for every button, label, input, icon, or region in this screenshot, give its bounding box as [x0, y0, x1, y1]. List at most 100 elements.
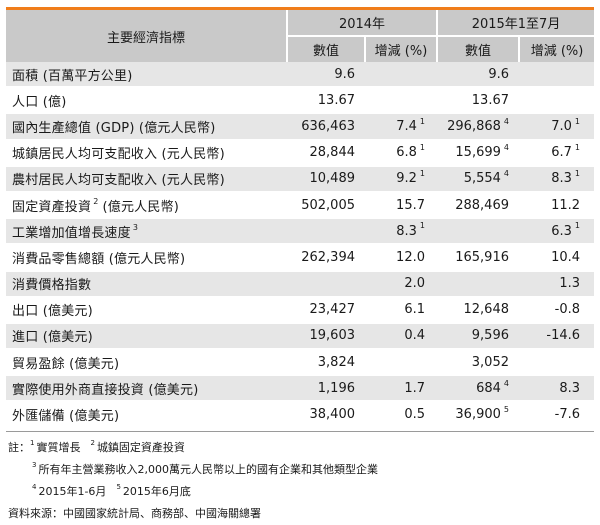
table-row: 國內生產總值 (GDP) (億元人民幣) 636,463 7.4 1 296,868 4 7… — [6, 113, 595, 141]
value-2014-cell-text: 13.67 — [317, 92, 355, 108]
change-2015-cell-text: 8.3 — [559, 380, 581, 396]
value-2015-cell-text: 684 — [476, 380, 501, 396]
table-row: 消費價格指數 2.0 1.3 — [6, 270, 595, 298]
indicator-cell-text: 工業增加值增長速度 — [12, 225, 131, 241]
change-2015-cell: 6.7 1 — [519, 139, 595, 167]
indicator-cell: 國內生產總值 (GDP) (億元人民幣) — [6, 113, 287, 141]
value-2014-cell: 38,400 — [287, 401, 365, 429]
table-row: 城鎮居民人均可支配收入 (元人民幣) 28,844 6.8 1 15,699 4 6.7 1 — [6, 139, 595, 167]
change-2015-cell — [519, 62, 595, 89]
indicator-cell-text: 出口 (億美元) — [12, 304, 93, 320]
value-2015-cell: 684 4 — [437, 375, 519, 403]
note-4-mark: 4 — [32, 483, 37, 492]
note-5-text: 2015年6月底 — [122, 485, 191, 498]
note-4-text: 2015年1-6月 — [38, 485, 107, 498]
change-2015-cell-text: 8.3 — [551, 171, 572, 187]
value-2015-cell-text: 13.67 — [471, 92, 509, 108]
change-2014-cell: 0.5 — [365, 401, 437, 429]
indicator-cell-text: 外匯儲備 (億美元) — [12, 409, 120, 425]
change-2015-cell-text: 10.4 — [551, 249, 581, 265]
indicator-cell-text: 消費價格指數 — [12, 278, 92, 294]
value-2015-cell: 15,699 4 — [437, 139, 519, 167]
indicator-cell: 固定資產投資 2 (億元人民幣) — [6, 191, 287, 220]
value-2015-cell: 36,900 5 — [437, 401, 519, 429]
value-2014-cell: 636,463 — [287, 113, 365, 141]
notes-line-2: 3 所有年主營業務收入2,000萬元人民幣以上的國有企業和其他類型企業 — [32, 461, 378, 477]
indicator-cell: 貿易盈餘 (億美元) — [6, 349, 287, 377]
value-2015-cell-text: 15,699 — [455, 145, 501, 161]
note-2-mark: 2 — [90, 439, 95, 448]
value-2015-cell-note-mark: 5 — [503, 404, 509, 414]
indicator-cell-text: 固定資產投資 — [12, 199, 92, 215]
indicator-cell: 消費品零售總額 (億元人民幣) — [6, 244, 287, 272]
change-2015-cell-note-mark: 1 — [574, 169, 581, 179]
indicator-cell: 外匯儲備 (億美元) — [6, 401, 287, 429]
notes-line-1: 註：1 實質增長 2 城鎮固定資產投資 — [8, 439, 185, 455]
header-row-periods: 主要經濟指標 2014年 2015年1至7月 — [6, 10, 595, 62]
note-2-text: 城鎮固定資產投資 — [96, 441, 185, 454]
notes-line-3: 4 2015年1-6月 5 2015年6月底 — [32, 483, 191, 499]
indicator-cell: 人口 (億) — [6, 87, 287, 115]
value-2015-cell-text: 9.6 — [488, 66, 509, 82]
value-2015-cell-text: 5,554 — [463, 171, 501, 187]
change-2015-cell — [519, 87, 595, 115]
change-2015-cell-text: -0.8 — [554, 302, 581, 318]
change-2014-cell-text: 8.3 — [396, 223, 417, 239]
change-2014-cell-note-mark: 1 — [419, 221, 425, 231]
change-2015-cell: 7.0 1 — [519, 113, 595, 141]
change-2014-cell-text: 0.4 — [404, 328, 425, 344]
change-2015-cell — [519, 349, 595, 377]
table-row: 外匯儲備 (億美元) 38,400 0.5 36,900 5 -7.6 — [6, 401, 595, 429]
value-2014-cell: 1,196 — [287, 375, 365, 403]
value-2014-cell: 19,603 — [287, 322, 365, 351]
value-2014-cell: 262,394 — [287, 244, 365, 272]
change-2014-cell: 8.3 1 — [365, 218, 437, 246]
value-2014-cell: 10,489 — [287, 165, 365, 193]
indicator-cell-text: 進口 (億美元) — [12, 330, 93, 346]
change-2014-cell-text: 1.7 — [404, 380, 425, 396]
indicator-cell-text: 國內生產總值 (GDP) (億元人民幣) — [12, 120, 216, 136]
header-row-columns: 數值 增減 (%) 數值 增減 (%) — [6, 36, 595, 62]
value-2015-cell-text: 36,900 — [455, 407, 501, 423]
change-2014-cell-text: 6.8 — [396, 145, 417, 161]
note-5-mark: 5 — [116, 483, 121, 492]
value-2015-cell: 9.6 — [437, 62, 519, 89]
table-body: 面積 (百萬平方公里) 9.6 9.6 人口 (億) 13.67 13.67 國內生產總值 … — [6, 62, 595, 429]
change-2014-cell-text: 7.4 — [396, 118, 417, 134]
value-2015-cell-text: 288,469 — [455, 197, 509, 213]
change-2015-cell: -0.8 — [519, 296, 595, 324]
source-line: 資料來源：中國國家統計局、商務部、中國海關總署 — [8, 507, 261, 520]
value-2014-cell-text: 9.6 — [334, 66, 355, 82]
indicator-cell-text: 實際使用外商直接投資 (億美元) — [12, 382, 199, 398]
value-2014-cell-text: 262,394 — [301, 249, 355, 265]
value-2015-cell-text: 165,916 — [455, 249, 509, 265]
change-2015-cell-note-mark: 1 — [574, 221, 581, 231]
value-2014-cell: 3,824 — [287, 349, 365, 377]
indicator-cell: 城鎮居民人均可支配收入 (元人民幣) — [6, 139, 287, 167]
change-2014-cell-text: 6.1 — [404, 302, 425, 318]
value-2014-cell — [287, 270, 365, 298]
table-row: 固定資產投資 2 (億元人民幣) 502,005 15.7 288,469 11.2 — [6, 191, 595, 220]
change-2015-cell: -7.6 — [519, 401, 595, 429]
change-2015-cell-text: 7.0 — [551, 118, 572, 134]
table-bottom-rule — [6, 431, 594, 432]
value-2014-cell-text: 23,427 — [309, 302, 356, 318]
change-2014-cell-note-mark: 1 — [419, 116, 425, 126]
change-2014-cell — [365, 349, 437, 377]
indicator-header: 主要經濟指標 — [6, 10, 288, 62]
value-2014-header: 數值 — [287, 36, 366, 62]
note-1-text: 實質增長 — [36, 441, 81, 454]
change-2015-cell: 10.4 — [519, 244, 595, 272]
value-2015-cell: 3,052 — [437, 349, 519, 377]
value-2015-cell: 12,648 — [437, 296, 519, 324]
indicator-cell: 農村居民人均可支配收入 (元人民幣) — [6, 165, 287, 193]
change-2015-cell-text: 11.2 — [551, 197, 581, 213]
change-2015-header: 增減 (%) — [519, 36, 595, 62]
change-2014-cell: 0.4 — [365, 322, 437, 351]
change-2014-cell-text: 9.2 — [396, 171, 417, 187]
value-2014-cell: 23,427 — [287, 296, 365, 324]
note-1-mark: 1 — [30, 439, 35, 448]
indicator-cell: 消費價格指數 — [6, 270, 287, 298]
indicator-cell: 工業增加值增長速度 3 — [6, 218, 287, 246]
change-2015-cell-text: 6.3 — [551, 223, 572, 239]
